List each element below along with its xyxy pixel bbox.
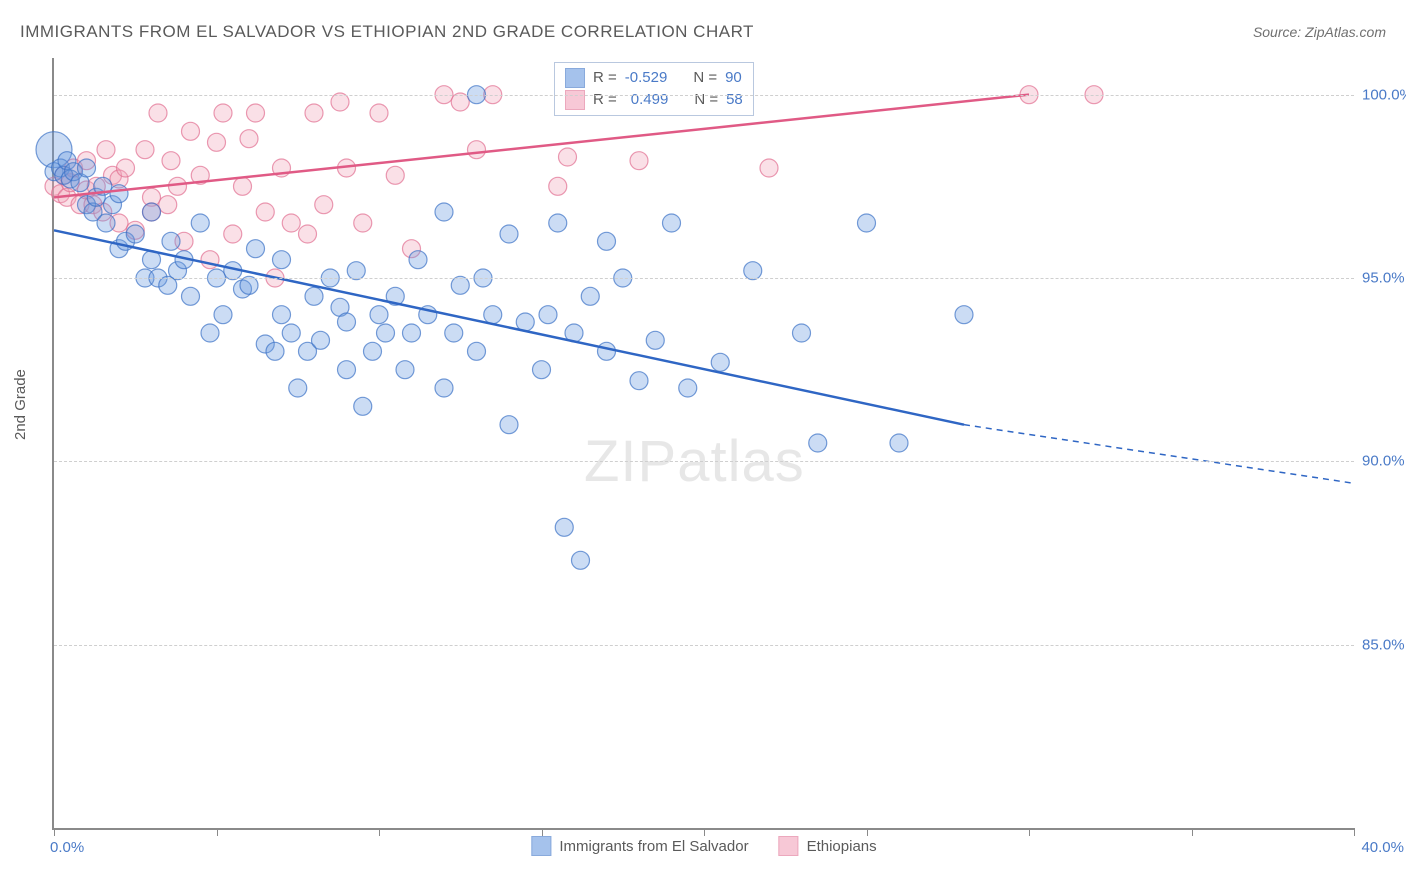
stats-R-label: R = — [593, 67, 617, 89]
stats-N-value-1: 90 — [725, 67, 742, 89]
gridline — [54, 461, 1354, 462]
legend-label-2: Ethiopians — [807, 838, 877, 855]
x-max-label: 40.0% — [1361, 839, 1404, 856]
xtick — [1029, 828, 1030, 836]
ytick-label: 90.0% — [1362, 453, 1406, 470]
stats-legend-box: R = -0.529 N = 90 R = 0.499 N = 58 — [554, 62, 754, 116]
swatch-series2 — [565, 90, 585, 110]
xtick — [1354, 828, 1355, 836]
gridline — [54, 278, 1354, 279]
swatch-series1 — [565, 68, 585, 88]
legend-bottom: Immigrants from El Salvador Ethiopians — [531, 836, 876, 856]
xtick — [867, 828, 868, 836]
stats-R-value-2: 0.499 — [631, 89, 669, 111]
chart-plot-area: R = -0.529 N = 90 R = 0.499 N = 58 ZIPat… — [52, 58, 1354, 830]
x-min-label: 0.0% — [50, 839, 84, 856]
stats-N-label: N = — [694, 89, 718, 111]
y-axis-label: 2nd Grade — [12, 369, 29, 440]
xtick — [704, 828, 705, 836]
stats-row-series1: R = -0.529 N = 90 — [565, 67, 743, 89]
stats-R-value-1: -0.529 — [625, 67, 668, 89]
legend-swatch-1 — [531, 836, 551, 856]
stats-R-label: R = — [593, 89, 617, 111]
stats-N-label: N = — [693, 67, 717, 89]
xtick — [542, 828, 543, 836]
chart-title: IMMIGRANTS FROM EL SALVADOR VS ETHIOPIAN… — [20, 22, 754, 42]
xtick — [217, 828, 218, 836]
legend-item-2: Ethiopians — [779, 836, 877, 856]
xtick — [1192, 828, 1193, 836]
legend-label-1: Immigrants from El Salvador — [559, 838, 748, 855]
scatter-svg — [54, 58, 1354, 828]
stats-N-value-2: 58 — [726, 89, 743, 111]
xtick — [379, 828, 380, 836]
gridline — [54, 95, 1354, 96]
ytick-label: 85.0% — [1362, 636, 1406, 653]
ytick-label: 95.0% — [1362, 270, 1406, 287]
source-label: Source: ZipAtlas.com — [1253, 24, 1386, 40]
legend-swatch-2 — [779, 836, 799, 856]
ytick-label: 100.0% — [1362, 86, 1406, 103]
gridline — [54, 645, 1354, 646]
xtick — [54, 828, 55, 836]
stats-row-series2: R = 0.499 N = 58 — [565, 89, 743, 111]
legend-item-1: Immigrants from El Salvador — [531, 836, 748, 856]
